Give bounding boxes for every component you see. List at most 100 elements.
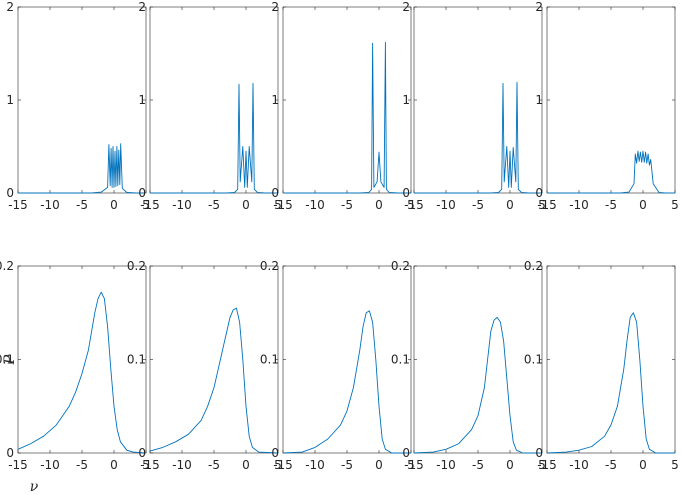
y-tick-label: 0	[402, 446, 410, 460]
x-tick-label: -15	[140, 458, 160, 472]
x-tick-label: 5	[407, 458, 415, 472]
y-tick-label: 0	[535, 186, 543, 200]
axes-box	[149, 6, 279, 194]
series-line	[282, 310, 411, 454]
axes-box	[149, 265, 279, 454]
y-tick-label: 1	[138, 93, 146, 107]
x-tick-label: 5	[538, 458, 546, 472]
x-tick-label: -10	[436, 458, 456, 472]
axes-box	[546, 6, 676, 194]
x-tick-label: -15	[404, 458, 424, 472]
x-tick-label: -10	[436, 198, 456, 212]
x-tick-label: 0	[242, 198, 250, 212]
y-axis-label: P	[2, 354, 18, 365]
y-tick-label: 0.2	[391, 259, 410, 273]
x-tick-label: 5	[274, 198, 282, 212]
y-tick-label: 0	[271, 446, 279, 460]
x-tick-label: -5	[341, 458, 353, 472]
x-tick-label: 5	[671, 458, 679, 472]
y-tick-label: 0	[6, 446, 14, 460]
x-tick-label: 0	[242, 458, 250, 472]
series-line	[18, 143, 146, 194]
x-tick-label: 0	[506, 198, 514, 212]
y-tick-label: 2	[402, 0, 410, 14]
x-tick-label: -15	[8, 198, 28, 212]
x-tick-label: 5	[142, 198, 150, 212]
x-tick-label: -10	[40, 458, 60, 472]
subplot-10: -15 -10 -5 0 500.10.2	[524, 259, 679, 472]
y-tick-label: 0	[271, 186, 279, 200]
x-tick-label: -10	[172, 458, 192, 472]
axes-box	[282, 265, 412, 454]
x-tick-label: -5	[605, 458, 617, 472]
x-tick-label: -5	[605, 198, 617, 212]
x-tick-label: 5	[538, 198, 546, 212]
y-tick-label: 1	[535, 93, 543, 107]
y-tick-label: 2	[535, 0, 543, 14]
x-tick-label: -5	[208, 198, 220, 212]
x-tick-label: -5	[76, 458, 88, 472]
x-tick-label: -10	[569, 198, 589, 212]
series-line	[283, 41, 411, 194]
y-tick-label: 0.2	[0, 259, 14, 273]
x-tick-label: -15	[404, 198, 424, 212]
y-tick-label: 0.1	[127, 353, 146, 367]
y-tick-label: 0.1	[524, 353, 543, 367]
y-tick-label: 0.1	[391, 353, 410, 367]
series-line	[546, 312, 675, 454]
x-tick-label: 0	[110, 198, 118, 212]
subplot-7: -15 -10 -5 0 500.10.2	[127, 259, 282, 472]
series-line	[413, 316, 542, 454]
y-tick-label: 2	[138, 0, 146, 14]
y-tick-label: 1	[402, 93, 410, 107]
y-tick-label: 1	[271, 93, 279, 107]
y-tick-label: 0.2	[127, 259, 146, 273]
x-tick-label: 5	[671, 198, 679, 212]
x-tick-label: 0	[375, 198, 383, 212]
x-tick-label: -10	[305, 198, 325, 212]
y-tick-label: 2	[6, 0, 14, 14]
y-tick-label: 1	[6, 93, 14, 107]
series-line	[149, 307, 279, 454]
x-axis-label: ν	[30, 479, 39, 495]
axes-box	[413, 265, 543, 454]
subplot-9: -15 -10 -5 0 500.10.2	[391, 259, 546, 472]
x-tick-label: -15	[273, 458, 293, 472]
x-tick-label: -10	[569, 458, 589, 472]
y-tick-label: 0	[6, 186, 14, 200]
y-tick-label: 0.1	[260, 353, 279, 367]
x-tick-label: 5	[142, 458, 150, 472]
x-tick-label: -10	[305, 458, 325, 472]
x-tick-label: -15	[8, 458, 28, 472]
subplot-8: -15 -10 -5 0 500.10.2	[260, 259, 415, 472]
series-line	[17, 291, 147, 454]
x-tick-label: -5	[341, 198, 353, 212]
y-tick-label: 0.2	[260, 259, 279, 273]
x-tick-label: 5	[407, 198, 415, 212]
x-tick-label: -5	[472, 458, 484, 472]
y-tick-label: 0	[402, 186, 410, 200]
y-tick-label: 0	[138, 186, 146, 200]
axes-box	[413, 6, 543, 194]
x-tick-label: -10	[172, 198, 192, 212]
x-tick-label: 0	[506, 458, 514, 472]
y-tick-label: 0	[535, 446, 543, 460]
axes-box	[282, 6, 412, 194]
x-tick-label: 0	[639, 198, 647, 212]
x-tick-label: -15	[537, 458, 557, 472]
series-line	[150, 82, 278, 194]
axes-box	[17, 265, 147, 454]
x-tick-label: 0	[639, 458, 647, 472]
y-tick-label: 0.1	[0, 353, 14, 367]
x-tick-label: -5	[472, 198, 484, 212]
series-line	[547, 150, 675, 194]
series-line	[414, 81, 542, 194]
